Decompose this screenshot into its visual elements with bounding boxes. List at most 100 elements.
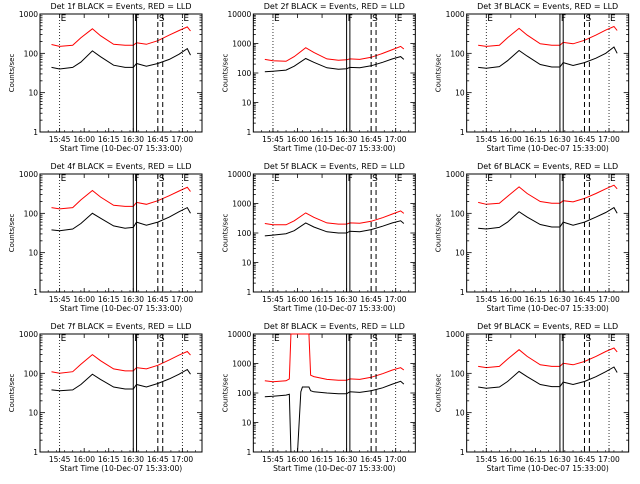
y-tick-label: 1000 bbox=[19, 10, 38, 19]
marker-label: E bbox=[487, 14, 493, 24]
x-tick-label: 16:00 bbox=[500, 455, 522, 464]
x-axis-label: Start Time (10-Dec-07 15:33:00) bbox=[273, 464, 395, 473]
marker-label: E bbox=[183, 174, 189, 184]
plot-frame bbox=[39, 173, 203, 293]
y-tick-label: 100 bbox=[24, 49, 39, 58]
y-tick-label: 10000 bbox=[227, 170, 251, 179]
x-tick-label: 16:45 bbox=[360, 295, 382, 304]
y-tick-label: 1 bbox=[460, 288, 465, 297]
lld-series-line bbox=[51, 26, 191, 47]
x-tick-label: 16:30 bbox=[122, 295, 144, 304]
marker-label: S bbox=[372, 334, 378, 344]
x-tick-label: 16:00 bbox=[73, 295, 95, 304]
x-tick-label: 15:45 bbox=[262, 295, 284, 304]
y-tick-label: 100 bbox=[450, 49, 465, 58]
chart-panel-6: Det 6f BLACK = Events, RED = LLD 1 10 100 10… bbox=[435, 162, 630, 313]
y-tick-label: 10 bbox=[455, 89, 465, 98]
marker-label: S bbox=[159, 334, 165, 344]
x-tick-label: 16:45 bbox=[574, 295, 596, 304]
x-axis-label: Start Time (10-Dec-07 15:33:00) bbox=[486, 304, 608, 313]
x-tick-label: 16:00 bbox=[287, 455, 309, 464]
plot-frame bbox=[39, 333, 203, 453]
chart-panel-7: Det 7f BLACK = Events, RED = LLD 1 10 100 10… bbox=[8, 322, 203, 473]
x-tick-label: 16:30 bbox=[122, 135, 144, 144]
x-tick-label: 16:00 bbox=[73, 455, 95, 464]
x-tick-label: 16:45 bbox=[574, 455, 596, 464]
x-tick-label: 16:15 bbox=[525, 455, 547, 464]
events-series-line bbox=[264, 380, 405, 453]
y-tick-label: 1000 bbox=[446, 170, 465, 179]
marker-label: E bbox=[274, 174, 280, 184]
y-tick-label: 10 bbox=[455, 249, 465, 258]
lld-series-line bbox=[51, 350, 191, 374]
marker-label: E bbox=[487, 334, 493, 344]
lld-series-line bbox=[478, 184, 618, 205]
y-tick-label: 1 bbox=[33, 288, 38, 297]
x-tick-label: 17:00 bbox=[598, 455, 620, 464]
x-tick-label: 16:45 bbox=[360, 135, 382, 144]
y-tick-label: 1 bbox=[460, 448, 465, 457]
chart-title: Det 8f BLACK = Events, RED = LLD bbox=[264, 322, 405, 331]
chart-panel-8: Det 8f BLACK = Events, RED = LLD 1 10 100 10… bbox=[221, 322, 416, 473]
events-series-line bbox=[264, 220, 405, 237]
x-tick-label: 16:30 bbox=[549, 135, 571, 144]
marker-label: S bbox=[585, 174, 591, 184]
y-tick-label: 1 bbox=[460, 128, 465, 137]
x-tick-label: 17:00 bbox=[598, 135, 620, 144]
y-tick-label: 100 bbox=[237, 389, 252, 398]
x-tick-label: 16:45 bbox=[574, 135, 596, 144]
x-tick-label: 16:45 bbox=[360, 455, 382, 464]
marker-label: S bbox=[159, 14, 165, 24]
y-axis-label: Counts/sec bbox=[8, 374, 16, 413]
y-tick-label: 10 bbox=[455, 409, 465, 418]
chart-panel-9: Det 9f BLACK = Events, RED = LLD 1 10 100 10… bbox=[435, 322, 630, 473]
x-tick-label: 16:15 bbox=[98, 295, 120, 304]
x-tick-label: 15:45 bbox=[475, 135, 497, 144]
y-tick-label: 1000 bbox=[19, 170, 38, 179]
marker-label: S bbox=[372, 14, 378, 24]
y-tick-label: 1000 bbox=[446, 330, 465, 339]
x-tick-label: 16:15 bbox=[525, 135, 547, 144]
x-tick-label: 16:15 bbox=[525, 295, 547, 304]
chart-panel-3: Det 3f BLACK = Events, RED = LLD 1 10 100 10… bbox=[435, 2, 630, 153]
plot-frame bbox=[466, 333, 630, 453]
chart-title: Det 6f BLACK = Events, RED = LLD bbox=[477, 162, 618, 171]
events-series-line bbox=[478, 46, 618, 69]
marker-label: E bbox=[610, 334, 616, 344]
marker-label: S bbox=[585, 14, 591, 24]
plot-frame bbox=[466, 173, 630, 293]
marker-label: E bbox=[183, 334, 189, 344]
x-tick-label: 16:00 bbox=[500, 135, 522, 144]
x-tick-label: 16:15 bbox=[98, 135, 120, 144]
plot-frame bbox=[39, 13, 203, 133]
chart-title: Det 3f BLACK = Events, RED = LLD bbox=[477, 2, 618, 11]
x-tick-label: 16:30 bbox=[122, 455, 144, 464]
y-tick-label: 1 bbox=[247, 448, 252, 457]
y-tick-label: 100 bbox=[24, 369, 39, 378]
y-tick-label: 100 bbox=[237, 229, 252, 238]
chart-title: Det 7f BLACK = Events, RED = LLD bbox=[50, 322, 191, 331]
lld-series-line bbox=[264, 333, 405, 383]
marker-label: S bbox=[372, 174, 378, 184]
y-tick-label: 100 bbox=[450, 369, 465, 378]
chart-panel-1: Det 1f BLACK = Events, RED = LLD 1 10 100 10… bbox=[8, 2, 203, 153]
y-tick-label: 10 bbox=[28, 249, 38, 258]
y-axis-label: Counts/sec bbox=[221, 54, 229, 93]
x-tick-label: 15:45 bbox=[49, 455, 71, 464]
x-tick-label: 17:00 bbox=[385, 455, 407, 464]
events-series-line bbox=[478, 206, 618, 230]
x-tick-label: 15:45 bbox=[262, 135, 284, 144]
chart-panel-4: Det 4f BLACK = Events, RED = LLD 1 10 100 10… bbox=[8, 162, 203, 313]
x-tick-label: 16:15 bbox=[311, 455, 333, 464]
y-tick-label: 10 bbox=[28, 409, 38, 418]
y-tick-label: 10000 bbox=[227, 10, 251, 19]
y-axis-label: Counts/sec bbox=[435, 374, 443, 413]
marker-label: E bbox=[61, 334, 67, 344]
marker-label: E bbox=[274, 334, 280, 344]
events-series-line bbox=[51, 206, 191, 232]
x-axis-label: Start Time (10-Dec-07 15:33:00) bbox=[273, 304, 395, 313]
y-tick-label: 1000 bbox=[446, 10, 465, 19]
y-tick-label: 10000 bbox=[227, 330, 251, 339]
